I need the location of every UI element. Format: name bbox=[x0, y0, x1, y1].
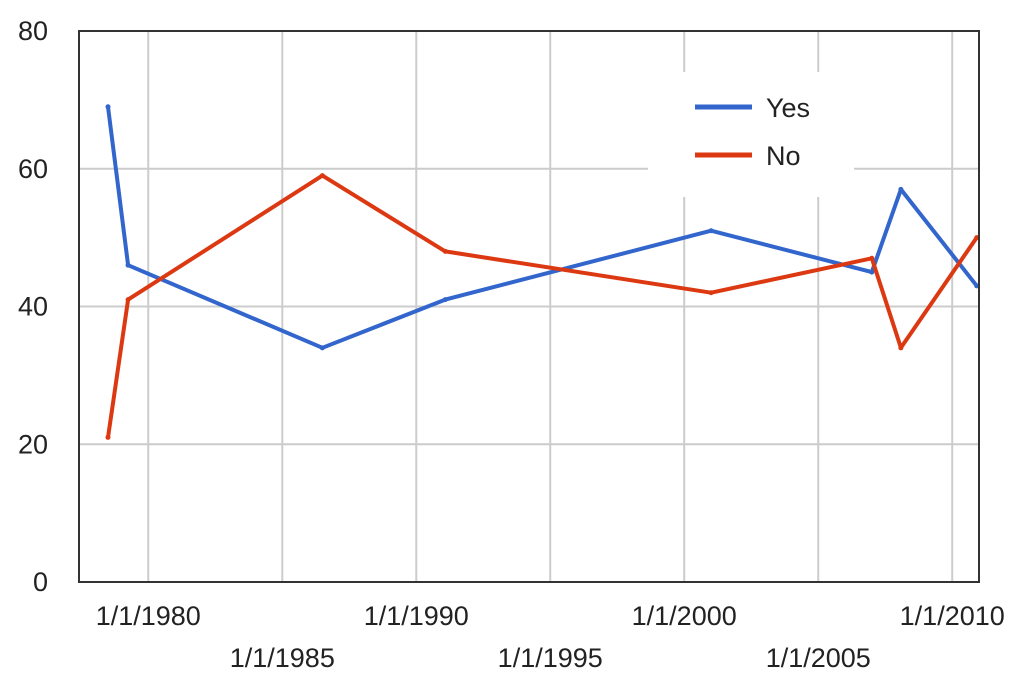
data-point-yes bbox=[442, 297, 448, 303]
data-point-no bbox=[974, 235, 980, 241]
data-point-yes bbox=[898, 186, 904, 192]
legend: Yes No bbox=[648, 72, 854, 197]
plot-frame bbox=[78, 30, 980, 583]
data-point-yes bbox=[125, 262, 131, 268]
y-tick-label: 60 bbox=[18, 154, 48, 184]
series-line-no bbox=[106, 173, 979, 440]
x-tick-label: 1/1/1995 bbox=[498, 643, 603, 673]
data-point-yes bbox=[105, 104, 111, 110]
series-layer bbox=[105, 104, 980, 440]
legend-label-yes: Yes bbox=[766, 93, 810, 123]
x-tick-label: 1/1/2005 bbox=[766, 643, 871, 673]
x-tick-label: 1/1/1980 bbox=[96, 601, 201, 631]
data-point-no bbox=[105, 434, 111, 440]
x-tick-label: 1/1/1990 bbox=[364, 601, 469, 631]
data-point-no bbox=[708, 290, 714, 296]
x-tick-label: 1/1/2000 bbox=[632, 601, 737, 631]
x-tick-label: 1/1/2010 bbox=[900, 601, 1005, 631]
axis-layer: 0 20 40 60 80 1/1/1980 1/1/1985 1/1/1990 1/1/199… bbox=[18, 16, 1005, 673]
y-tick-label: 40 bbox=[18, 292, 48, 322]
x-tick-label: 1/1/1985 bbox=[230, 643, 335, 673]
data-point-no bbox=[869, 255, 875, 261]
y-tick-label: 20 bbox=[18, 429, 48, 459]
data-point-no bbox=[319, 173, 325, 179]
data-point-yes bbox=[974, 283, 980, 289]
y-tick-label: 0 bbox=[33, 567, 48, 597]
data-point-yes bbox=[319, 345, 325, 351]
data-point-no bbox=[898, 345, 904, 351]
y-tick-label: 80 bbox=[18, 16, 48, 46]
data-point-no bbox=[125, 297, 131, 303]
legend-background bbox=[648, 72, 854, 197]
data-point-yes bbox=[708, 228, 714, 234]
data-point-no bbox=[442, 248, 448, 254]
legend-label-no: No bbox=[766, 141, 801, 171]
data-point-yes bbox=[869, 269, 875, 275]
